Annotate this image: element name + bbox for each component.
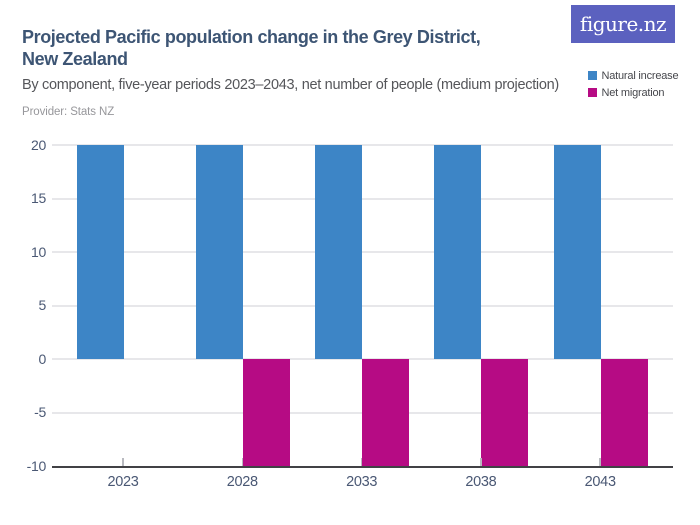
legend-item-net-migration: Net migration <box>588 86 678 99</box>
bar-net-migration-2033[interactable] <box>362 359 410 466</box>
x-axis-label-2028: 2028 <box>226 474 258 490</box>
x-axis-label-2033: 2033 <box>346 474 378 490</box>
gridline-20 <box>52 144 673 146</box>
x-axis-label-2023: 2023 <box>107 474 139 490</box>
legend-label-natural-increase: Natural increase <box>601 69 679 82</box>
x-axis-label-2043: 2043 <box>584 474 616 490</box>
bar-net-migration-2028[interactable] <box>242 359 290 466</box>
bar-natural-increase-2033[interactable] <box>315 145 363 359</box>
gridline-10 <box>52 251 673 253</box>
legend-item-natural-increase: Natural increase <box>588 69 679 82</box>
figure-nz-logo[interactable]: figure.nz <box>571 5 675 43</box>
y-axis-label-20: 20 <box>31 136 46 153</box>
bar-net-migration-2043[interactable] <box>600 359 648 466</box>
legend-swatch-natural-increase <box>588 71 597 80</box>
bar-natural-increase-2038[interactable] <box>434 145 482 359</box>
bar-natural-increase-2043[interactable] <box>553 145 601 359</box>
bar-natural-increase-2028[interactable] <box>195 145 243 359</box>
gridline-15 <box>52 197 673 200</box>
y-axis-label-15: 15 <box>31 190 46 206</box>
y-axis-label-0: 0 <box>38 350 47 367</box>
y-axis-label-5: 5 <box>38 297 47 313</box>
page-title-line1: Projected Pacific population change in t… <box>22 27 481 47</box>
x-axis-label-2038: 2038 <box>465 474 497 490</box>
x-axis-tick-2033 <box>360 458 363 466</box>
x-axis-tick-2038 <box>480 458 482 466</box>
bar-net-migration-2038[interactable] <box>481 359 529 466</box>
figure-nz-logo-text: figure.nz <box>579 12 667 36</box>
legend-label-net-migration: Net migration <box>601 86 665 99</box>
x-axis-tick-2028 <box>241 458 244 466</box>
chart-subtitle: By component, five-year periods 2023–204… <box>22 77 559 93</box>
y-axis-label--5: -5 <box>34 404 46 420</box>
x-axis-tick-2023 <box>122 458 124 466</box>
y-axis-label-10: 10 <box>31 243 46 260</box>
y-axis-label--10: -10 <box>26 457 47 474</box>
gridline-5 <box>52 304 673 307</box>
legend: Natural increase Net migration <box>588 69 679 104</box>
x-axis-tick-2043 <box>599 458 601 466</box>
x-axis-line <box>52 466 673 468</box>
bar-natural-increase-2023[interactable] <box>76 145 124 359</box>
provider-label: Provider: Stats NZ <box>22 106 115 118</box>
legend-swatch-net-migration <box>588 88 597 97</box>
page-title-line2: New Zealand <box>22 49 128 69</box>
